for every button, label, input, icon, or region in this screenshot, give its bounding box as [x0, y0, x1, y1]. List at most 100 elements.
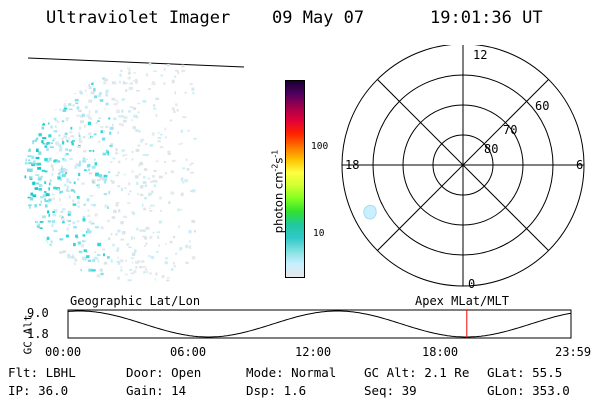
aurora-speckle	[167, 153, 171, 155]
aurora-speckle	[105, 93, 109, 97]
aurora-speckle	[151, 132, 155, 136]
aurora-speckle	[176, 109, 179, 112]
aurora-speckle	[62, 157, 65, 161]
aurora-speckle	[133, 269, 137, 272]
aurora-speckle	[138, 164, 141, 167]
aurora-speckle	[138, 130, 141, 133]
aurora-speckle	[54, 72, 59, 76]
aurora-speckle	[39, 109, 43, 112]
aurora-speckle	[92, 182, 97, 184]
aurora-speckle	[36, 137, 39, 140]
aurora-speckle	[49, 179, 52, 182]
aurora-speckle	[38, 188, 42, 191]
aurora-speckle	[106, 62, 111, 64]
aurora-speckle	[139, 162, 144, 166]
aurora-speckle	[56, 143, 61, 146]
aurora-speckle	[164, 161, 166, 164]
aurora-speckle	[180, 192, 184, 197]
aurora-speckle	[96, 179, 101, 181]
aurora-speckle	[58, 169, 61, 172]
aurora-speckle	[89, 73, 91, 76]
aurora-speckle	[48, 187, 50, 191]
aurora-speckle	[63, 169, 68, 173]
aurora-speckle	[128, 69, 131, 72]
aurora-speckle	[167, 276, 170, 279]
aurora-speckle	[40, 200, 42, 204]
aurora-speckle	[29, 98, 34, 102]
aurora-speckle	[61, 218, 65, 222]
aurora-speckle	[112, 157, 116, 160]
aurora-speckle	[122, 80, 125, 85]
aurora-speckle	[105, 69, 109, 73]
aurora-speckle	[78, 134, 81, 137]
aurora-speckle	[131, 211, 134, 214]
aurora-speckle	[71, 256, 76, 259]
aurora-speckle	[87, 121, 92, 126]
aurora-speckle	[103, 253, 105, 257]
aurora-speckle	[148, 62, 152, 66]
aurora-speckle	[129, 190, 132, 193]
aurora-speckle	[32, 250, 37, 252]
aurora-speckle	[149, 235, 153, 240]
aurora-speckle	[36, 114, 39, 117]
aurora-speckle	[191, 189, 196, 192]
aurora-speckle	[47, 210, 50, 214]
aurora-speckle	[169, 240, 173, 244]
aurora-speckle	[76, 87, 81, 90]
mlat-label-70: 70	[503, 123, 517, 137]
aurora-speckle	[28, 263, 31, 266]
aurora-speckle	[142, 100, 147, 103]
aurora-speckle	[66, 180, 70, 184]
aurora-speckle	[122, 231, 126, 235]
aurora-speckle	[129, 268, 133, 271]
aurora-speckle	[43, 265, 47, 268]
aurora-speckle	[139, 173, 141, 176]
aurora-speckle	[74, 270, 78, 273]
aurora-speckle	[78, 132, 81, 135]
aurora-speckle	[135, 175, 139, 179]
aurora-speckle	[61, 208, 66, 211]
aurora-speckle	[29, 93, 32, 98]
aurora-speckle	[37, 88, 40, 92]
aurora-speckle	[52, 167, 54, 172]
aurora-speckle	[119, 73, 122, 77]
aurora-speckle	[112, 69, 114, 71]
aurora-speckle	[132, 126, 136, 129]
aurora-speckle	[153, 104, 156, 108]
aurora-speckle	[77, 146, 79, 148]
aurora-speckle	[34, 267, 37, 271]
aurora-speckle	[177, 71, 179, 75]
aurora-speckle	[115, 152, 119, 155]
aurora-speckle	[88, 172, 93, 175]
aurora-speckle	[117, 131, 119, 135]
aurora-speckle	[51, 266, 54, 271]
aurora-speckle	[167, 64, 170, 67]
aurora-speckle	[102, 69, 105, 73]
status-seq: Seq: 39	[364, 383, 417, 398]
aurora-speckle	[59, 238, 64, 241]
polar-aurora-blob	[363, 205, 377, 220]
aurora-speckle	[68, 103, 72, 106]
aurora-speckle	[76, 114, 80, 117]
aurora-speckle	[110, 71, 113, 74]
aurora-speckle	[40, 104, 43, 107]
aurora-speckle	[65, 137, 68, 141]
aurora-speckle	[32, 87, 36, 90]
aurora-speckle	[152, 81, 155, 84]
aurora-speckle	[64, 99, 67, 102]
aurora-speckle	[116, 65, 120, 68]
aurora-speckle	[155, 97, 159, 100]
aurora-speckle	[174, 91, 177, 95]
aurora-speckle	[73, 90, 76, 94]
aurora-speckle	[103, 193, 108, 196]
aurora-speckle	[95, 110, 98, 114]
aurora-speckle	[35, 156, 40, 160]
aurora-speckle	[52, 197, 55, 201]
aurora-speckle	[54, 108, 57, 111]
aurora-speckle	[88, 268, 93, 272]
aurora-speckle	[31, 83, 33, 86]
aurora-speckle	[143, 168, 148, 171]
aurora-speckle	[31, 252, 36, 256]
aurora-speckle	[135, 148, 140, 152]
aurora-speckle	[124, 187, 127, 190]
